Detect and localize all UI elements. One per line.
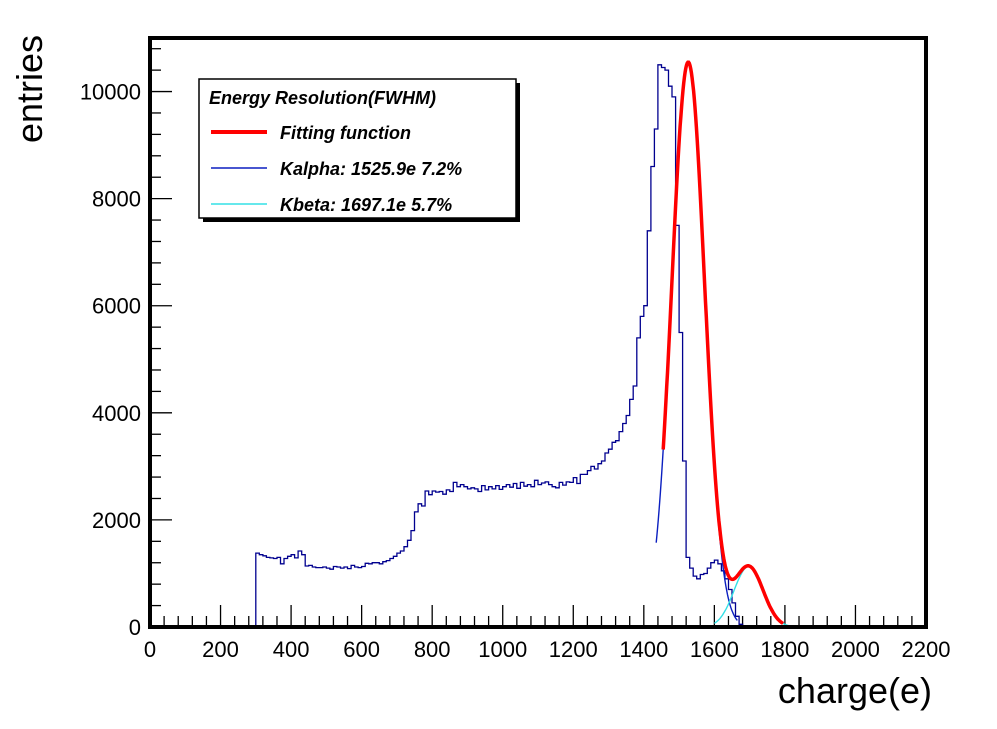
function-fitting-function [661,60,785,625]
x-tick-label: 1800 [760,637,809,662]
y-axis-label: entries [9,35,50,143]
legend-label-kalpha: Kalpha: 1525.9e 7.2% [280,159,462,179]
legend-label-fit: Fitting function [280,123,411,143]
x-axis-label: charge(e) [778,670,932,711]
x-tick-labels: 0 200 400 600 800 1000 1200 1400 1600 1800 2000 220… [144,637,951,662]
y-tick-label: 6000 [92,294,141,319]
histogram-series [255,64,744,627]
y-tick-labels: 0 2000 4000 6000 8000 10000 [80,80,141,640]
x-tick-label: 1200 [549,637,598,662]
x-tick-label: 800 [414,637,451,662]
y-tick-label: 2000 [92,508,141,533]
y-tick-label: 0 [129,615,141,640]
fit-functions [655,60,789,627]
legend-label-kbeta: Kbeta: 1697.1e 5.7% [280,195,452,215]
x-tick-label: 2200 [902,637,951,662]
x-tick-label: 1600 [690,637,739,662]
legend-title: Energy Resolution(FWHM) [209,88,436,108]
y-tick-label: 10000 [80,80,141,105]
x-tick-label: 0 [144,637,156,662]
x-tick-label: 2000 [831,637,880,662]
x-tick-label: 200 [202,637,239,662]
x-tick-label: 1400 [619,637,668,662]
legend-box [198,78,517,219]
y-tick-label: 4000 [92,401,141,426]
x-tick-label: 1000 [478,637,527,662]
x-tick-label: 600 [343,637,380,662]
legend: Energy Resolution(FWHM) Fitting function… [198,78,520,222]
y-tick-label: 8000 [92,187,141,212]
plot-frame [148,36,928,629]
x-tick-label: 400 [273,637,310,662]
